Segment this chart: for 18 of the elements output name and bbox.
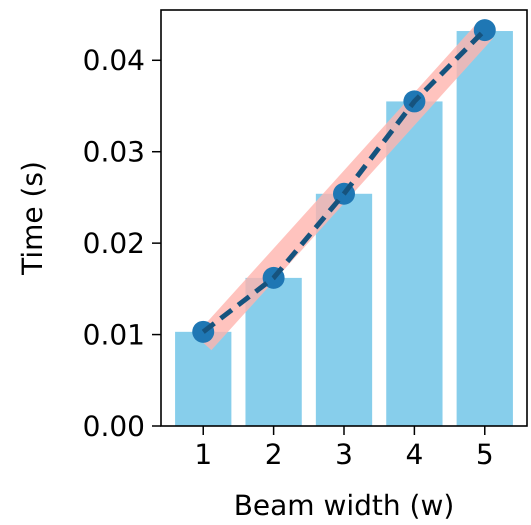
y-axis-title: Time (s) [16, 161, 49, 276]
bar [456, 31, 513, 426]
y-tick-label: 0.04 [82, 44, 145, 78]
bar [316, 194, 372, 426]
y-tick-label: 0.02 [82, 226, 145, 260]
x-tick-label: 5 [476, 438, 494, 471]
y-tick-label: 0.03 [82, 136, 145, 169]
y-tick-label: 0.00 [82, 410, 145, 443]
bar [245, 278, 302, 426]
x-tick-label: 1 [194, 438, 212, 471]
point [474, 19, 496, 42]
y-tick-label: 0.01 [82, 318, 145, 352]
x-tick-label: 4 [405, 438, 424, 471]
bar [175, 332, 232, 426]
x-tick-label: 3 [335, 438, 353, 471]
x-tick-label: 2 [264, 438, 283, 471]
bar [386, 101, 443, 426]
x-axis-title: Beam width (w) [234, 489, 454, 522]
